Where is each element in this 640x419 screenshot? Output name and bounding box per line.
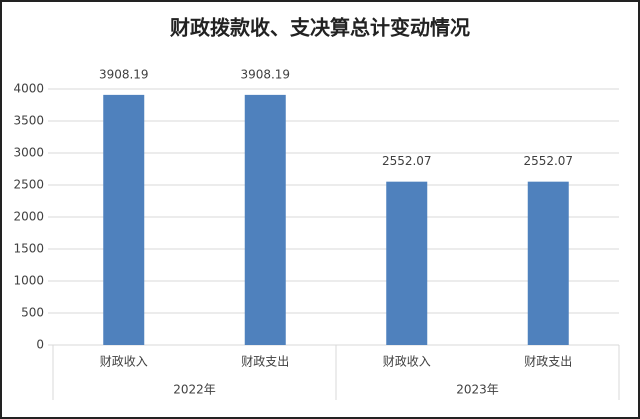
data-label: 3908.19 [240, 67, 290, 81]
data-label: 3908.19 [99, 67, 149, 81]
y-tick-label: 2000 [13, 210, 44, 224]
data-label: 2552.07 [523, 154, 573, 168]
y-tick-label: 2500 [13, 178, 44, 192]
y-tick-label: 500 [21, 306, 44, 320]
y-tick-label: 4000 [13, 82, 44, 96]
y-tick-label: 1000 [13, 274, 44, 288]
x-tick-label: 财政收入 [383, 355, 431, 369]
y-tick-label: 0 [36, 338, 44, 352]
y-tick-label: 3000 [13, 146, 44, 160]
x-tick-label: 财政支出 [241, 355, 289, 369]
bar [527, 181, 569, 345]
bar [103, 94, 145, 345]
bar [386, 181, 428, 345]
bar [244, 94, 286, 345]
data-label: 2552.07 [382, 154, 432, 168]
x-tick-label: 财政收入 [100, 355, 148, 369]
y-tick-label: 1500 [13, 242, 44, 256]
group-label: 2022年 [173, 383, 216, 397]
group-label: 2023年 [456, 383, 499, 397]
chart-title: 财政拨款收、支决算总计变动情况 [170, 16, 470, 40]
y-tick-label: 3500 [13, 114, 44, 128]
x-tick-label: 财政支出 [524, 355, 572, 369]
